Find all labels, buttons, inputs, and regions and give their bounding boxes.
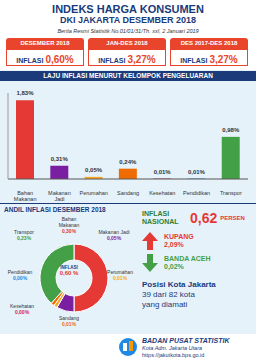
svg-text:0,05%: 0,05% (85, 167, 103, 173)
html-text:BANDA ACEH: BANDA ACEH (164, 255, 211, 262)
html-text:DKI JAKARTA DESEMBER 2018: DKI JAKARTA DESEMBER 2018 (60, 15, 196, 25)
html-text:2,09%: 2,09% (164, 241, 184, 248)
svg-text:MakananJadi: MakananJadi (48, 190, 71, 201)
html-text:Pendidikan: Pendidikan (7, 269, 33, 275)
html-text:DESEMBER 2018: DESEMBER 2018 (20, 40, 70, 46)
html-text:Makanan Jadi: Makanan Jadi (98, 229, 130, 235)
html-text:0,60 %: 0,60 % (59, 270, 79, 276)
html-text:PERSEN: PERSEN (220, 215, 245, 221)
html-text:https://jakutkota.bps.go.id: https://jakutkota.bps.go.id (142, 352, 205, 358)
html-text:Bahan Makanan: Bahan Makanan (58, 216, 80, 228)
svg-text:Perumahan: Perumahan (79, 190, 107, 196)
svg-text:Kesehatan: Kesehatan (149, 190, 175, 196)
html-text:KUPANG: KUPANG (164, 233, 194, 240)
html-text:0,23%: 0,23% (16, 235, 32, 241)
html-text:0,05%: 0,05% (106, 235, 122, 241)
html-text:ANDIL INFLASI DESEMBER 2018: ANDIL INFLASI DESEMBER 2018 (4, 206, 106, 213)
svg-text:0,01%: 0,01% (154, 169, 172, 175)
html-text:Berita Resmi Statistik No.01/0: Berita Resmi Statistik No.01/01/31/Th. x… (57, 28, 199, 34)
html-text:BADAN PUSAT STATISTIK: BADAN PUSAT STATISTIK (142, 337, 230, 344)
html-text:Kota Adm. Jakarta Utara: Kota Adm. Jakarta Utara (142, 345, 202, 351)
html-text:LAJU INFLASI MENURUT KELOMPOK: LAJU INFLASI MENURUT KELOMPOK PENGELUARA… (43, 72, 213, 79)
html-text:0,00%: 0,00% (14, 309, 30, 315)
html-text:Transpor: Transpor (14, 229, 34, 235)
html-text:0,01%: 0,01% (61, 321, 77, 327)
svg-text:BahanMakanan: BahanMakanan (14, 190, 37, 201)
html-text:Sandang: Sandang (59, 315, 79, 321)
svg-text:0,31%: 0,31% (51, 156, 69, 162)
svg-text:0,24%: 0,24% (119, 159, 137, 165)
html-text:0,62: 0,62 (190, 210, 218, 226)
html-text:DES 2017-DES 2018: DES 2017-DES 2018 (180, 40, 238, 46)
html-text:INFLASI: INFLASI (60, 265, 78, 270)
html-text:yang diamati: yang diamati (142, 300, 188, 309)
svg-text:1,83%: 1,83% (16, 90, 34, 96)
html-text:0,30%: 0,30% (61, 228, 77, 234)
html-text:Perumahan: Perumahan (107, 269, 133, 275)
svg-text:Transpor: Transpor (220, 190, 242, 196)
html-text:0,02%: 0,02% (164, 263, 184, 270)
svg-text:0,01%: 0,01% (188, 169, 206, 175)
html-text:INFLASI0,60%: INFLASI0,60% (16, 54, 74, 65)
html-text:JAN-DES 2018: JAN-DES 2018 (106, 40, 148, 46)
html-text:Posisi Kota Jakarta: Posisi Kota Jakarta (142, 280, 216, 289)
html-text:INDEKS HARGA KONSUMEN: INDEKS HARGA KONSUMEN (52, 3, 204, 15)
html-text:0,00%: 0,00% (12, 275, 28, 281)
html-text:0,01%: 0,01% (112, 275, 128, 281)
svg-text:Pendidikan: Pendidikan (183, 190, 210, 196)
svg-text:Sandang: Sandang (117, 190, 139, 196)
html-text:INFLASI NASIONAL: INFLASI NASIONAL (142, 210, 179, 225)
html-text:Kesehatan: Kesehatan (10, 303, 34, 309)
html-text:39 dari 82 kota: 39 dari 82 kota (142, 290, 195, 299)
html-text:INFLASI3,27%: INFLASI3,27% (98, 54, 156, 65)
svg-text:0,98%: 0,98% (222, 127, 240, 133)
html-text:INFLASI3,27%: INFLASI3,27% (180, 54, 238, 65)
